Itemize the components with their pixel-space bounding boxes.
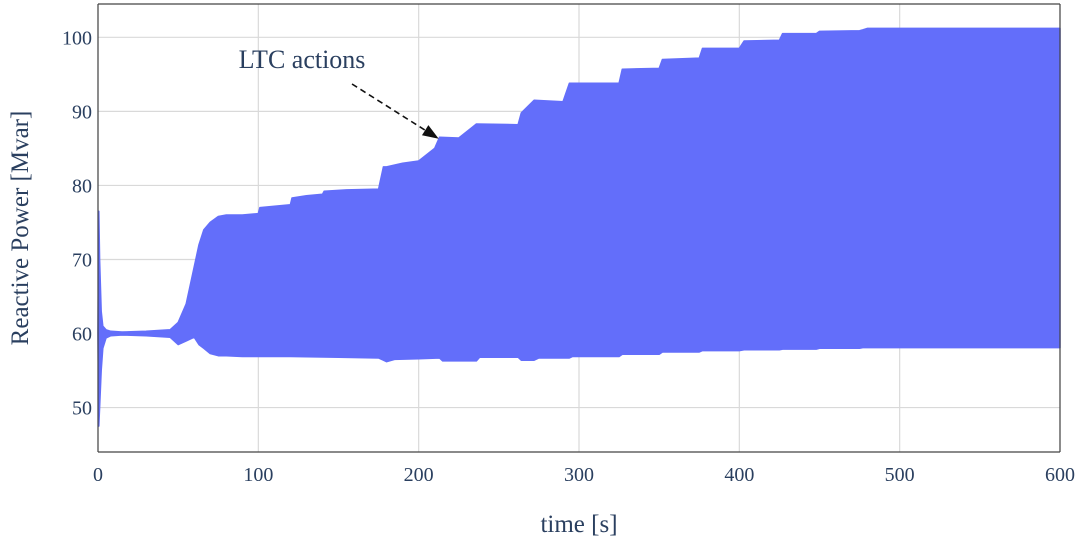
x-axis-title: time [s] xyxy=(540,511,617,538)
reactive-power-band xyxy=(97,27,1061,427)
x-tick-label: 300 xyxy=(564,464,594,486)
axes xyxy=(97,3,1061,453)
annotation-text: LTC actions xyxy=(239,45,366,74)
x-tick-label: 0 xyxy=(93,464,103,486)
x-tick-label: 600 xyxy=(1045,464,1075,486)
annotation-arrowhead xyxy=(421,125,439,139)
y-axis-title: Reactive Power [Mvar] xyxy=(7,111,34,346)
series-layer xyxy=(97,27,1061,427)
y-tick-label: 100 xyxy=(62,27,92,49)
x-tick-label: 500 xyxy=(885,464,915,486)
annotation: LTC actions xyxy=(239,45,439,139)
x-tick-label: 200 xyxy=(404,464,434,486)
y-tick-label: 80 xyxy=(72,175,92,197)
tick-labels: 0 100 200 300 400 500 600 50 60 70 80 90 100 xyxy=(62,27,1075,486)
annotation-arrow xyxy=(351,83,426,131)
x-tick-label: 100 xyxy=(243,464,273,486)
y-tick-label: 70 xyxy=(72,249,92,271)
y-tick-label: 50 xyxy=(72,398,92,420)
y-tick-label: 90 xyxy=(72,101,92,123)
y-tick-label: 60 xyxy=(72,324,92,346)
x-tick-label: 400 xyxy=(724,464,754,486)
